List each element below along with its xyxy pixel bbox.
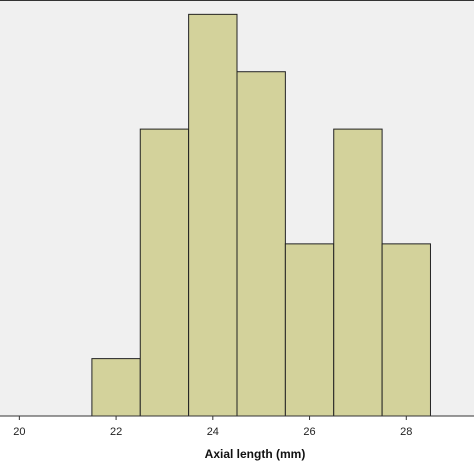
histogram-bar-4 <box>236 71 286 417</box>
x-tick-label-24: 24 <box>207 426 219 438</box>
x-ticks-group: 20 22 24 26 28 <box>13 416 412 438</box>
bars-group <box>91 13 431 417</box>
x-tick-label-28: 28 <box>400 426 412 438</box>
histogram-bar-3 <box>188 13 238 417</box>
histogram-bar-6 <box>333 128 383 417</box>
histogram-bar-5 <box>284 243 335 417</box>
x-axis-title: Axial length (mm) <box>205 447 306 461</box>
histogram-bar-1 <box>91 358 141 417</box>
histogram-bar-7 <box>381 243 431 417</box>
x-tick-label-26: 26 <box>303 426 315 438</box>
x-tick-label-22: 22 <box>110 426 122 438</box>
x-tick-label-20: 20 <box>13 426 25 438</box>
histogram-bar-2 <box>139 128 190 417</box>
